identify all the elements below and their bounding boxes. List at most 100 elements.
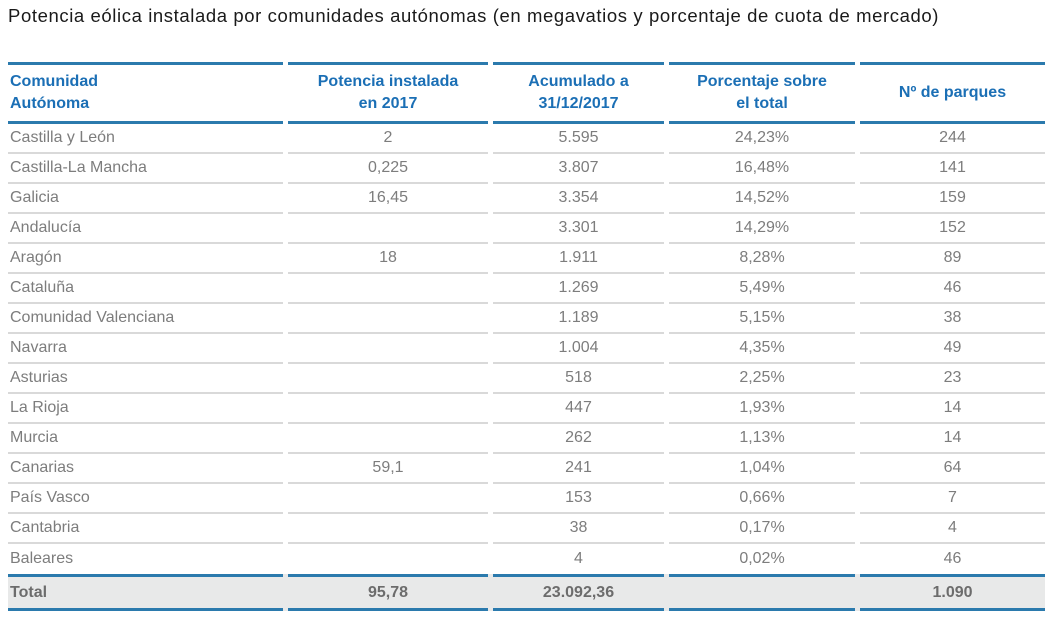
table-body: Castilla y León 2 5.595 24,23% 244 Casti… — [8, 124, 1045, 574]
cell-acumulado: 1.269 — [493, 274, 664, 304]
cell-potencia-2017 — [288, 274, 488, 304]
cell-porcentaje: 0,17% — [669, 514, 855, 544]
cell-porcentaje: 2,25% — [669, 364, 855, 394]
cell-potencia-2017 — [288, 484, 488, 514]
column-header-line: en 2017 — [358, 95, 418, 112]
column-header-line: 31/12/2017 — [538, 95, 619, 112]
table-row: Castilla y León 2 5.595 24,23% 244 — [8, 124, 1045, 154]
cell-porcentaje: 8,28% — [669, 244, 855, 274]
total-potencia-2017: 95,78 — [288, 574, 488, 611]
cell-parques: 159 — [860, 184, 1045, 214]
cell-parques: 7 — [860, 484, 1045, 514]
cell-comunidad: País Vasco — [8, 484, 283, 514]
cell-comunidad: Castilla-La Mancha — [8, 154, 283, 184]
cell-potencia-2017: 59,1 — [288, 454, 488, 484]
cell-parques: 38 — [860, 304, 1045, 334]
cell-potencia-2017: 0,225 — [288, 154, 488, 184]
cell-porcentaje: 4,35% — [669, 334, 855, 364]
table-header-row: Comunidad Autónoma Potencia instalada en… — [8, 62, 1045, 124]
cell-acumulado: 3.354 — [493, 184, 664, 214]
cell-porcentaje: 24,23% — [669, 124, 855, 154]
cell-comunidad: Galicia — [8, 184, 283, 214]
cell-parques: 141 — [860, 154, 1045, 184]
table-row: Comunidad Valenciana 1.189 5,15% 38 — [8, 304, 1045, 334]
cell-parques: 46 — [860, 274, 1045, 304]
column-header-line: Comunidad — [10, 73, 98, 90]
cell-comunidad: Navarra — [8, 334, 283, 364]
cell-parques: 14 — [860, 424, 1045, 454]
cell-comunidad: Baleares — [10, 550, 74, 567]
table-row: Asturias 518 2,25% 23 — [8, 364, 1045, 394]
cell-potencia-2017: 16,45 — [288, 184, 488, 214]
cell-comunidad: Aragón — [8, 244, 283, 274]
column-header-potencia-instalada-2017: Potencia instalada en 2017 — [288, 62, 488, 124]
cell-comunidad: Andalucía — [8, 214, 283, 244]
cell-acumulado: 241 — [493, 454, 664, 484]
cell-comunidad: Comunidad Valenciana — [8, 304, 283, 334]
table-row: Andalucía 3.301 14,29% 152 — [8, 214, 1045, 244]
total-parques: 1.090 — [860, 574, 1045, 611]
cell-parques: 46 — [943, 550, 962, 567]
cell-parques: 49 — [860, 334, 1045, 364]
page-title: Potencia eólica instalada por comunidade… — [8, 5, 940, 26]
cell-porcentaje: 5,49% — [669, 274, 855, 304]
cell-acumulado: 1.911 — [493, 244, 664, 274]
cell-acumulado: 1.189 — [493, 304, 664, 334]
total-porcentaje — [669, 574, 855, 611]
cell-potencia-2017 — [288, 514, 488, 544]
cell-acumulado: 3.807 — [493, 154, 664, 184]
total-row: Total 95,78 23.092,36 1.090 — [8, 574, 1045, 611]
table-row: Cantabria 38 0,17% 4 — [8, 514, 1045, 544]
cell-potencia-2017: 2 — [288, 124, 488, 154]
cell-porcentaje: 1,13% — [669, 424, 855, 454]
cell-potencia-2017 — [288, 334, 488, 364]
cell-potencia-2017 — [288, 424, 488, 454]
cell-parques: 89 — [860, 244, 1045, 274]
cell-porcentaje: 0,66% — [669, 484, 855, 514]
cell-potencia-2017 — [288, 364, 488, 394]
table-row: La Rioja 447 1,93% 14 — [8, 394, 1045, 424]
column-header-line: Potencia instalada — [317, 73, 459, 90]
column-header-line: Nº de parques — [898, 84, 1007, 101]
cell-comunidad: Murcia — [8, 424, 283, 454]
wind-power-table: Comunidad Autónoma Potencia instalada en… — [8, 62, 1045, 611]
cell-acumulado: 3.301 — [493, 214, 664, 244]
cell-potencia-2017 — [288, 544, 488, 574]
cell-parques: 152 — [860, 214, 1045, 244]
table-row: Navarra 1.004 4,35% 49 — [8, 334, 1045, 364]
total-label: Total — [8, 574, 283, 611]
cell-porcentaje: 1,93% — [669, 394, 855, 424]
table-row: País Vasco 153 0,66% 7 — [8, 484, 1045, 514]
cell-comunidad: Castilla y León — [8, 124, 283, 154]
table-row: Aragón 18 1.911 8,28% 89 — [8, 244, 1045, 274]
cell-parques: 23 — [860, 364, 1045, 394]
table-row: Castilla-La Mancha 0,225 3.807 16,48% 14… — [8, 154, 1045, 184]
cell-comunidad: Cantabria — [8, 514, 283, 544]
cell-acumulado: 262 — [493, 424, 664, 454]
column-header-line: Porcentaje sobre — [697, 73, 827, 90]
cell-parques: 4 — [860, 514, 1045, 544]
cell-comunidad: La Rioja — [8, 394, 283, 424]
cell-acumulado: 1.004 — [493, 334, 664, 364]
column-header-line: Autónoma — [10, 95, 90, 112]
column-header-porcentaje-total: Porcentaje sobre el total — [669, 62, 855, 124]
cell-potencia-2017 — [288, 214, 488, 244]
cell-acumulado: 153 — [493, 484, 664, 514]
cell-porcentaje: 5,15% — [669, 304, 855, 334]
cell-porcentaje: 1,04% — [669, 454, 855, 484]
cell-potencia-2017 — [288, 304, 488, 334]
column-header-acumulado: Acumulado a 31/12/2017 — [493, 62, 664, 124]
cell-parques: 14 — [860, 394, 1045, 424]
cell-comunidad: Cataluña — [8, 274, 283, 304]
cell-potencia-2017: 18 — [288, 244, 488, 274]
column-header-line: Acumulado a — [528, 73, 629, 90]
cell-comunidad: Asturias — [8, 364, 283, 394]
table-row: Canarias 59,1 241 1,04% 64 — [8, 454, 1045, 484]
cell-porcentaje: 16,48% — [669, 154, 855, 184]
total-acumulado: 23.092,36 — [493, 574, 664, 611]
cell-acumulado: 4 — [574, 550, 583, 567]
cell-acumulado: 38 — [493, 514, 664, 544]
cell-parques: 244 — [860, 124, 1045, 154]
cell-porcentaje: 0,02% — [739, 550, 785, 567]
table-row: Galicia 16,45 3.354 14,52% 159 — [8, 184, 1045, 214]
